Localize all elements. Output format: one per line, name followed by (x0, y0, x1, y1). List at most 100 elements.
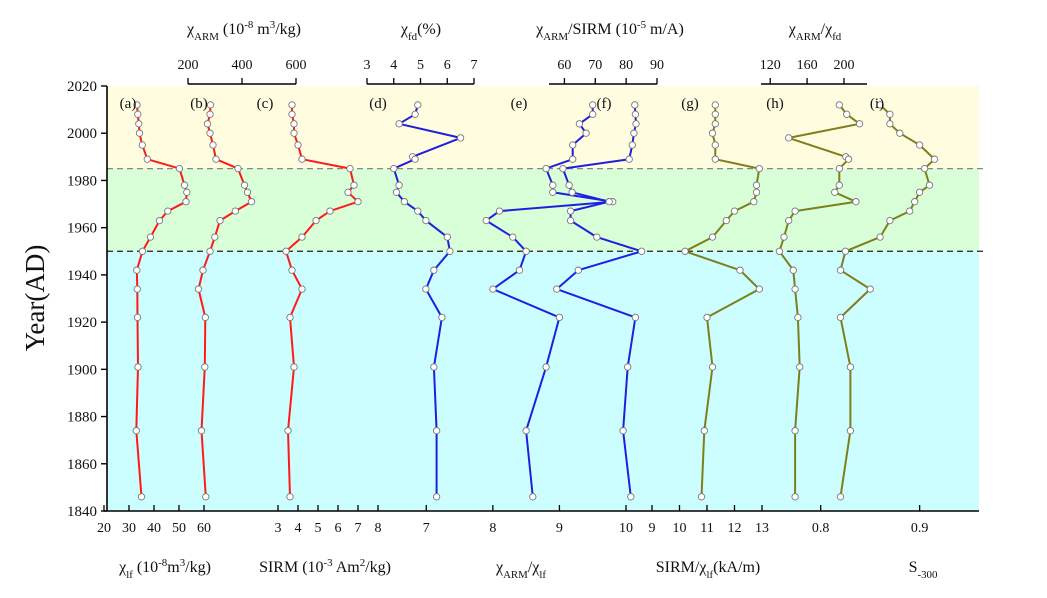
data-point-h-18 (791, 427, 799, 435)
series-group (132, 101, 939, 501)
data-point-f-7 (565, 181, 573, 189)
panel-label-e: (e) (511, 96, 528, 112)
panel-label-f: (f) (597, 96, 612, 112)
data-point-i-9 (911, 198, 919, 206)
x-tick-label: 40 (147, 521, 161, 536)
top-tick-label: 200 (178, 58, 199, 73)
data-point-g-10 (730, 207, 739, 215)
x-tick-label: 0.9 (911, 521, 929, 536)
series-line-h (778, 104, 861, 497)
data-point-i-2 (886, 120, 894, 128)
y-tick-label: 1840 (67, 504, 97, 520)
data-point-b-3 (206, 129, 214, 137)
panel-label-c: (c) (257, 96, 274, 112)
x-tick-label: 0.8 (812, 521, 830, 536)
data-point-a-5 (143, 155, 151, 163)
data-point-g-12 (708, 233, 717, 241)
data-point-d-12 (443, 233, 451, 241)
panel-label-a: (a) (120, 96, 137, 112)
data-point-d-6 (390, 164, 398, 173)
bottom-axis-title-0: χlf (10-8m3/kg) (118, 557, 211, 581)
bottom-axis-title-4: S-300 (909, 559, 938, 581)
data-point-d-9 (400, 198, 409, 206)
x-tick-label: 11 (700, 521, 713, 536)
data-point-c-10 (326, 207, 334, 215)
series-f (553, 101, 646, 501)
data-point-f-6 (559, 164, 567, 173)
panel-labels: (a) (b) (c) (d) (e) (f) (g) (h) (i) (120, 96, 884, 112)
top-tick-label: 200 (833, 58, 854, 73)
data-point-g-19 (697, 493, 706, 501)
x-tick-label: 7 (355, 521, 362, 536)
data-point-d-13 (446, 247, 454, 255)
data-point-i-5 (930, 155, 939, 163)
x-tick-label: 9 (649, 521, 656, 536)
data-point-d-10 (414, 207, 422, 215)
data-point-h-17 (796, 363, 804, 371)
data-point-i-15 (866, 285, 874, 293)
data-point-e-5 (569, 155, 577, 163)
data-point-h-2 (855, 120, 864, 128)
panel-label-b: (b) (190, 96, 208, 112)
data-point-e-3 (582, 129, 590, 137)
data-point-d-8 (392, 188, 401, 196)
top-tick-label: 5 (417, 58, 424, 73)
data-point-c-0 (288, 101, 296, 109)
data-point-d-16 (438, 313, 446, 322)
data-point-a-10 (164, 207, 172, 215)
data-point-g-11 (722, 216, 730, 225)
top-axis-3: 200 400 600 χARM (10-8 m3/kg) (178, 19, 307, 85)
data-point-h-19 (791, 493, 799, 501)
data-point-i-17 (846, 363, 855, 371)
data-point-f-1 (631, 110, 640, 118)
data-point-g-1 (711, 110, 719, 118)
y-tick-label: 1880 (67, 410, 97, 426)
data-point-b-7 (240, 181, 249, 189)
data-point-g-8 (752, 188, 761, 196)
data-point-e-12 (509, 233, 517, 241)
data-point-g-16 (703, 313, 711, 322)
data-point-c-13 (282, 247, 290, 255)
data-point-b-10 (231, 207, 239, 215)
data-point-f-19 (627, 493, 635, 501)
data-point-i-10 (906, 207, 914, 215)
panel-label-i: (i) (870, 96, 884, 112)
data-point-f-15 (553, 285, 561, 293)
panel-label-g: (g) (681, 96, 699, 112)
data-point-d-18 (432, 427, 441, 435)
data-point-d-1 (411, 110, 419, 118)
data-point-a-4 (138, 141, 146, 149)
top-tick-label: 160 (797, 58, 818, 73)
top-tick-label: 6 (444, 58, 451, 73)
data-point-f-2 (632, 120, 640, 128)
x-tick-label: 6 (335, 521, 342, 536)
plot-frame (104, 86, 979, 512)
data-point-i-8 (915, 188, 924, 196)
top-tick-label: 7 (471, 58, 478, 73)
data-point-h-15 (791, 285, 799, 293)
data-point-e-13 (522, 247, 530, 255)
bottom-axis-title-1: SIRM (10-3 Am2/kg) (259, 557, 391, 576)
background-bands (107, 86, 979, 511)
data-point-b-6 (234, 164, 242, 173)
bottom-axis-0: 20 30 40 50 60 χlf (10-8m3/kg) (97, 505, 211, 581)
x-tick-label: 7 (423, 521, 430, 536)
data-point-e-6 (542, 164, 550, 173)
data-point-g-4 (711, 141, 719, 149)
data-point-h-13 (775, 247, 784, 255)
data-point-a-1 (134, 110, 142, 118)
data-point-a-13 (138, 247, 147, 255)
data-point-g-0 (711, 101, 719, 109)
data-point-a-2 (135, 120, 143, 128)
x-tick-label: 10 (673, 521, 687, 536)
data-point-e-14 (515, 266, 524, 274)
data-point-f-8 (568, 188, 576, 196)
data-point-g-18 (700, 427, 708, 435)
data-point-h-10 (791, 207, 799, 215)
data-point-d-0 (414, 101, 422, 109)
top-tick-label: 400 (232, 58, 253, 73)
x-tick-label: 60 (197, 521, 211, 536)
data-point-b-5 (212, 155, 220, 163)
data-point-h-7 (835, 181, 843, 189)
data-point-i-14 (836, 266, 845, 274)
